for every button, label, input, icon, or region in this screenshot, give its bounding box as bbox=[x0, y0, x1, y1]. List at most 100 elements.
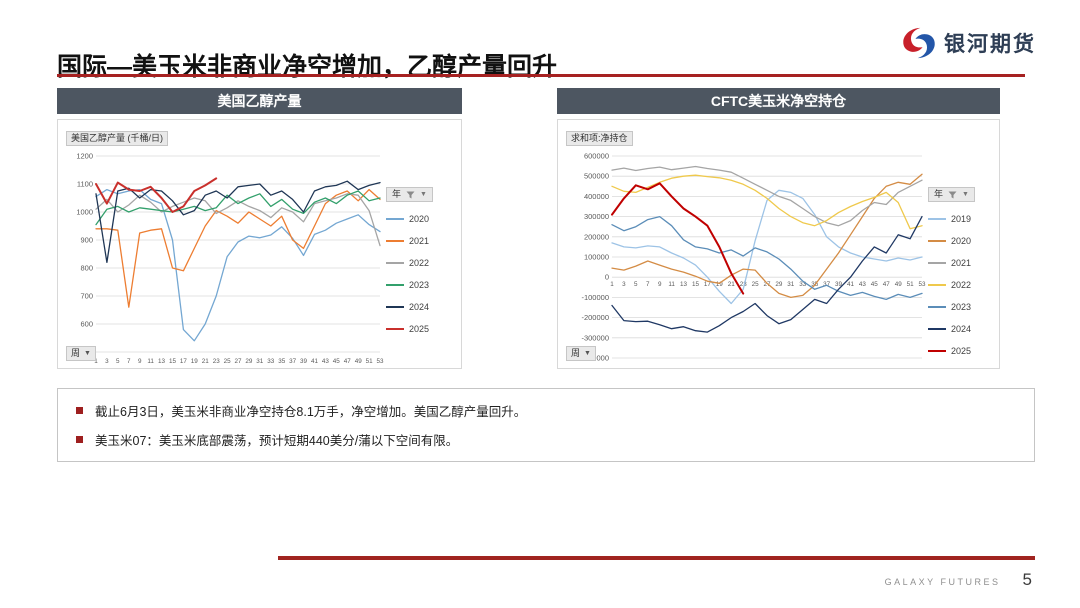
series-color-swatch bbox=[386, 328, 404, 330]
svg-text:43: 43 bbox=[859, 281, 867, 288]
legend-item-2021[interactable]: 2021 bbox=[386, 236, 433, 246]
series-color-swatch bbox=[928, 328, 946, 330]
svg-text:19: 19 bbox=[191, 358, 199, 365]
legend-item-2024[interactable]: 2024 bbox=[386, 302, 433, 312]
svg-text:-300000: -300000 bbox=[581, 333, 609, 342]
filter-icon bbox=[948, 191, 957, 198]
svg-text:53: 53 bbox=[918, 281, 926, 288]
svg-text:19: 19 bbox=[716, 281, 724, 288]
svg-text:15: 15 bbox=[692, 281, 700, 288]
note-text: 截止6月3日，美玉米非商业净空持仓8.1万手，净空增加。美国乙醇产量回升。 bbox=[95, 405, 527, 419]
ethanol-chart-body: 美国乙醇产量 (千桶/日) 50060070080090010001100120… bbox=[57, 119, 462, 369]
svg-text:100000: 100000 bbox=[584, 253, 609, 262]
svg-text:900: 900 bbox=[80, 236, 93, 245]
svg-text:200000: 200000 bbox=[584, 232, 609, 241]
svg-text:17: 17 bbox=[704, 281, 712, 288]
svg-text:31: 31 bbox=[787, 281, 795, 288]
bullet-square-icon bbox=[76, 407, 83, 414]
svg-text:-100000: -100000 bbox=[581, 293, 609, 302]
svg-text:53: 53 bbox=[376, 358, 384, 365]
svg-text:500000: 500000 bbox=[584, 172, 609, 181]
series-color-swatch bbox=[928, 350, 946, 352]
logo-swirl-icon bbox=[903, 27, 935, 59]
svg-text:45: 45 bbox=[333, 358, 341, 365]
svg-text:49: 49 bbox=[895, 281, 903, 288]
svg-text:25: 25 bbox=[224, 358, 232, 365]
notes-box: 截止6月3日，美玉米非商业净空持仓8.1万手，净空增加。美国乙醇产量回升。 美玉… bbox=[57, 388, 1035, 462]
svg-text:0: 0 bbox=[605, 273, 609, 282]
footer: GALAXY FUTURES 5 bbox=[885, 570, 1032, 590]
svg-text:9: 9 bbox=[658, 281, 662, 288]
svg-text:29: 29 bbox=[245, 358, 253, 365]
svg-text:41: 41 bbox=[847, 281, 855, 288]
svg-text:7: 7 bbox=[127, 358, 131, 365]
ethanol-unit-label: 美国乙醇产量 (千桶/日) bbox=[66, 131, 168, 146]
svg-text:21: 21 bbox=[728, 281, 736, 288]
chevron-down-icon: ▼ bbox=[584, 350, 591, 357]
legend-item-2025[interactable]: 2025 bbox=[386, 324, 433, 334]
page-number: 5 bbox=[1022, 570, 1032, 589]
svg-text:9: 9 bbox=[138, 358, 142, 365]
filter-icon bbox=[406, 191, 415, 198]
legend-item-2023[interactable]: 2023 bbox=[928, 302, 975, 312]
svg-text:15: 15 bbox=[169, 358, 177, 365]
svg-text:400000: 400000 bbox=[584, 192, 609, 201]
svg-text:1: 1 bbox=[610, 281, 614, 288]
svg-text:600: 600 bbox=[80, 320, 93, 329]
svg-text:1200: 1200 bbox=[76, 152, 93, 161]
legend-year-filter[interactable]: 年 ▼ bbox=[928, 187, 975, 202]
legend-item-2024[interactable]: 2024 bbox=[928, 324, 975, 334]
series-color-swatch bbox=[928, 284, 946, 286]
cftc-unit-label: 求和项:净持仓 bbox=[566, 131, 633, 146]
legend-item-2019[interactable]: 2019 bbox=[928, 214, 975, 224]
svg-text:29: 29 bbox=[775, 281, 783, 288]
week-filter-button[interactable]: 周 ▼ bbox=[566, 346, 596, 361]
chevron-down-icon: ▼ bbox=[420, 191, 427, 198]
svg-text:300000: 300000 bbox=[584, 212, 609, 221]
chevron-down-icon: ▼ bbox=[84, 350, 91, 357]
ethanol-production-chart: 5006007008009001000110012001357911131517… bbox=[76, 152, 384, 366]
cftc-net-position-chart: -400000-300000-200000-100000010000020000… bbox=[581, 152, 926, 363]
svg-text:39: 39 bbox=[300, 358, 308, 365]
cftc-chart-panel: CFTC美玉米净空持仓 求和项:净持仓 -400000-300000-20000… bbox=[557, 88, 1000, 369]
series-color-swatch bbox=[386, 284, 404, 286]
svg-text:37: 37 bbox=[289, 358, 297, 365]
svg-text:3: 3 bbox=[622, 281, 626, 288]
svg-text:45: 45 bbox=[871, 281, 879, 288]
legend-year-filter[interactable]: 年 ▼ bbox=[386, 187, 433, 202]
svg-text:31: 31 bbox=[256, 358, 264, 365]
legend-item-2022[interactable]: 2022 bbox=[928, 280, 975, 290]
legend-item-2021[interactable]: 2021 bbox=[928, 258, 975, 268]
legend-item-2020[interactable]: 2020 bbox=[928, 236, 975, 246]
bullet-square-icon bbox=[76, 436, 83, 443]
legend-item-2023[interactable]: 2023 bbox=[386, 280, 433, 290]
svg-text:5: 5 bbox=[634, 281, 638, 288]
charts-row: 美国乙醇产量 美国乙醇产量 (千桶/日) 5006007008009001000… bbox=[57, 88, 1035, 369]
page-title: 国际—美玉米非商业净空增加，乙醇产量回升 bbox=[57, 52, 558, 81]
title-underline bbox=[57, 74, 1025, 77]
legend-item-2020[interactable]: 2020 bbox=[386, 214, 433, 224]
svg-text:27: 27 bbox=[234, 358, 242, 365]
svg-text:43: 43 bbox=[322, 358, 330, 365]
cftc-chart-title: CFTC美玉米净空持仓 bbox=[557, 88, 1000, 114]
legend-item-2022[interactable]: 2022 bbox=[386, 258, 433, 268]
svg-text:600000: 600000 bbox=[584, 152, 609, 161]
footer-accent-line bbox=[278, 556, 1035, 560]
svg-text:5: 5 bbox=[116, 358, 120, 365]
series-color-swatch bbox=[928, 218, 946, 220]
svg-text:1: 1 bbox=[94, 358, 98, 365]
ethanol-chart-title: 美国乙醇产量 bbox=[57, 88, 462, 114]
svg-text:17: 17 bbox=[180, 358, 188, 365]
galaxy-futures-logo: 银河期货 bbox=[902, 26, 1036, 60]
series-color-swatch bbox=[386, 240, 404, 242]
svg-text:-200000: -200000 bbox=[581, 313, 609, 322]
svg-text:49: 49 bbox=[355, 358, 363, 365]
svg-text:47: 47 bbox=[883, 281, 891, 288]
brand-text: GALAXY FUTURES bbox=[884, 577, 1001, 587]
svg-text:800: 800 bbox=[80, 264, 93, 273]
legend-item-2025[interactable]: 2025 bbox=[928, 346, 975, 356]
week-filter-button[interactable]: 周 ▼ bbox=[66, 346, 96, 361]
series-color-swatch bbox=[386, 306, 404, 308]
series-color-swatch bbox=[928, 262, 946, 264]
